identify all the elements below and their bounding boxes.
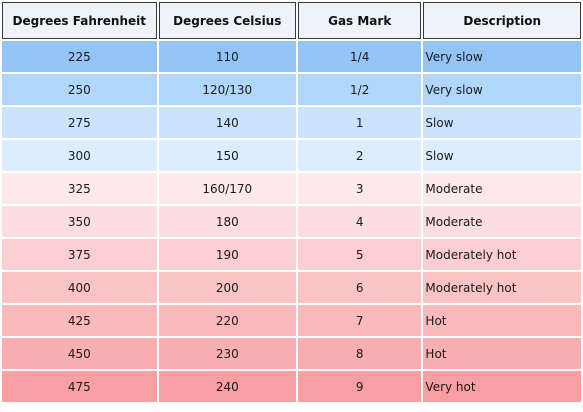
cell-description: Moderate	[423, 173, 581, 204]
cell-description: Very slow	[423, 41, 581, 72]
cell-fahrenheit: 300	[2, 140, 157, 171]
cell-gas-mark: 4	[298, 206, 422, 237]
table-row: 350 180 4 Moderate	[2, 206, 581, 237]
table-header: Degrees Fahrenheit Degrees Celsius Gas M…	[2, 2, 581, 39]
table-row: 225 110 1/4 Very slow	[2, 41, 581, 72]
cell-description: Very hot	[423, 371, 581, 402]
cell-gas-mark: 8	[298, 338, 422, 369]
table-row: 450 230 8 Hot	[2, 338, 581, 369]
cell-celsius: 220	[158, 305, 296, 336]
cell-celsius: 140	[158, 107, 296, 138]
cell-description: Moderately hot	[423, 272, 581, 303]
cell-fahrenheit: 425	[2, 305, 157, 336]
table-row: 275 140 1 Slow	[2, 107, 581, 138]
cell-description: Moderately hot	[423, 239, 581, 270]
cell-fahrenheit: 350	[2, 206, 157, 237]
cell-description: Hot	[423, 338, 581, 369]
cell-fahrenheit: 275	[2, 107, 157, 138]
cell-celsius: 150	[158, 140, 296, 171]
table-row: 375 190 5 Moderately hot	[2, 239, 581, 270]
header-description: Description	[423, 2, 581, 39]
header-gas-mark: Gas Mark	[298, 2, 422, 39]
cell-gas-mark: 7	[298, 305, 422, 336]
table-row: 400 200 6 Moderately hot	[2, 272, 581, 303]
header-celsius: Degrees Celsius	[158, 2, 296, 39]
cell-fahrenheit: 225	[2, 41, 157, 72]
cell-gas-mark: 6	[298, 272, 422, 303]
cell-celsius: 120/130	[158, 74, 296, 105]
cell-celsius: 200	[158, 272, 296, 303]
cell-gas-mark: 1/4	[298, 41, 422, 72]
table-row: 300 150 2 Slow	[2, 140, 581, 171]
cell-celsius: 160/170	[158, 173, 296, 204]
cell-gas-mark: 1/2	[298, 74, 422, 105]
cell-description: Slow	[423, 107, 581, 138]
table-row: 475 240 9 Very hot	[2, 371, 581, 402]
cell-fahrenheit: 400	[2, 272, 157, 303]
table-body: 225 110 1/4 Very slow 250 120/130 1/2 Ve…	[2, 41, 581, 402]
cell-gas-mark: 3	[298, 173, 422, 204]
cell-gas-mark: 2	[298, 140, 422, 171]
header-fahrenheit: Degrees Fahrenheit	[2, 2, 157, 39]
cell-celsius: 190	[158, 239, 296, 270]
cell-celsius: 240	[158, 371, 296, 402]
cell-celsius: 180	[158, 206, 296, 237]
cell-celsius: 230	[158, 338, 296, 369]
cell-gas-mark: 1	[298, 107, 422, 138]
table-row: 250 120/130 1/2 Very slow	[2, 74, 581, 105]
table-row: 325 160/170 3 Moderate	[2, 173, 581, 204]
cell-fahrenheit: 475	[2, 371, 157, 402]
cell-gas-mark: 9	[298, 371, 422, 402]
cell-description: Slow	[423, 140, 581, 171]
cell-celsius: 110	[158, 41, 296, 72]
cell-fahrenheit: 375	[2, 239, 157, 270]
table-row: 425 220 7 Hot	[2, 305, 581, 336]
header-row: Degrees Fahrenheit Degrees Celsius Gas M…	[2, 2, 581, 39]
cell-gas-mark: 5	[298, 239, 422, 270]
cell-fahrenheit: 325	[2, 173, 157, 204]
cell-fahrenheit: 250	[2, 74, 157, 105]
cell-description: Very slow	[423, 74, 581, 105]
cell-description: Hot	[423, 305, 581, 336]
cell-fahrenheit: 450	[2, 338, 157, 369]
cell-description: Moderate	[423, 206, 581, 237]
